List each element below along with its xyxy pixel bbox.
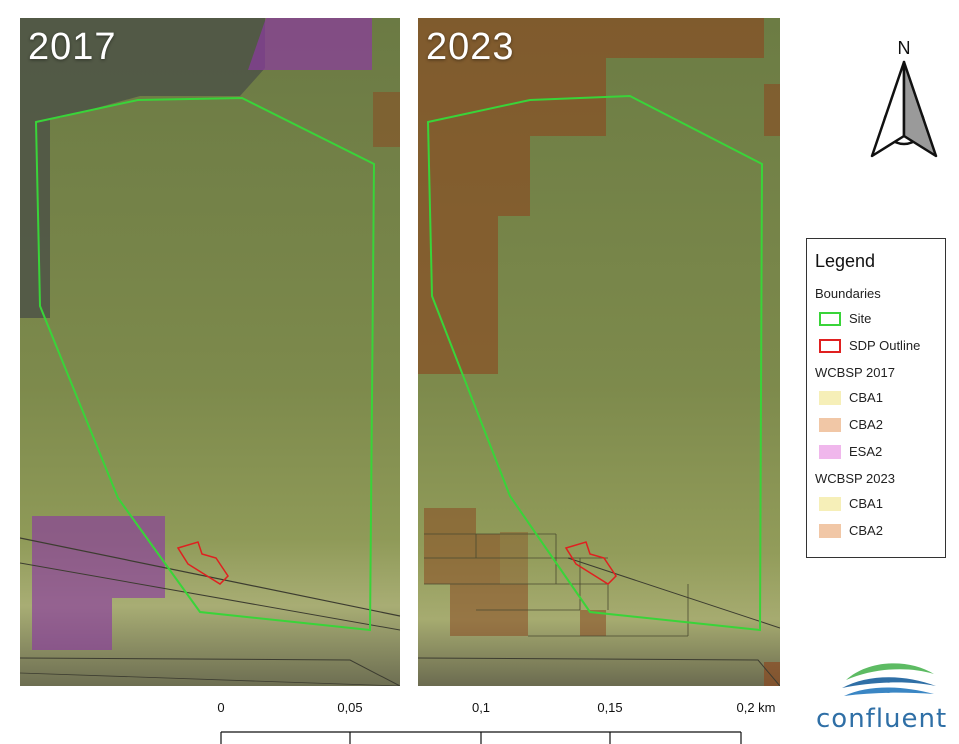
legend-entry-cba2-2017: CBA2: [815, 411, 937, 438]
map-legend: Legend Boundaries Site SDP Outline WCBSP…: [806, 238, 946, 558]
logo-text: confluent: [816, 704, 948, 734]
legend-entry-esa2-2017: ESA2: [815, 438, 937, 465]
cba2-polygon-top-left: [418, 18, 764, 374]
legend-swatch: [819, 496, 841, 511]
legend-swatch: [819, 417, 841, 432]
legend-label: CBA2: [849, 417, 883, 432]
legend-label: CBA2: [849, 523, 883, 538]
sdp-outline-2023: [564, 541, 617, 585]
legend-swatch: [819, 523, 841, 538]
legend-label: Site: [849, 311, 872, 326]
north-arrow: N: [862, 38, 946, 166]
scale-tick-label: 0,05: [337, 700, 363, 715]
legend-label: CBA1: [849, 390, 883, 405]
scale-tick-label: 0: [217, 700, 225, 715]
legend-swatch: [819, 390, 841, 405]
north-letter: N: [897, 38, 911, 58]
cba2-polygon-bottom-2: [580, 610, 606, 636]
legend-entry-cba1-2017: CBA1: [815, 384, 937, 411]
scale-bar-line: [220, 731, 742, 744]
legend-entry-site: Site: [815, 305, 937, 332]
confluent-logo: confluent: [808, 650, 958, 742]
year-label: 2023: [426, 26, 515, 68]
legend-group-title: WCBSP 2017: [815, 365, 895, 380]
scale-tick-label: 0,1: [471, 700, 491, 715]
site-boundary-2023: [426, 94, 764, 632]
map-2017-imagery: [20, 18, 400, 686]
legend-group-title: Boundaries: [815, 286, 881, 301]
legend-swatch: [819, 338, 841, 353]
dark-terrain-area: [20, 18, 265, 318]
year-label: 2017: [28, 26, 117, 68]
scale-tick-label: 0,2 km: [736, 700, 776, 715]
legend-title: Legend: [815, 251, 876, 271]
cba2-polygon-bottom-1: [424, 508, 528, 636]
legend-label: SDP Outline: [849, 338, 921, 353]
map-panel-2017: 2017: [20, 18, 400, 686]
legend-entry-cba2-2023: CBA2: [815, 517, 937, 544]
map-2023-imagery: [418, 18, 780, 686]
esa2-polygon-bottom: [32, 516, 165, 650]
legend-swatch: [819, 311, 841, 326]
scale-tick-label: 0,15: [597, 700, 623, 715]
north-arrow-icon: [870, 60, 938, 158]
legend-label: CBA1: [849, 496, 883, 511]
esa2-polygon-top: [248, 18, 372, 70]
scale-bar: 0 0,05 0,1 0,15 0,2 km: [200, 696, 790, 744]
legend-entry-sdp-outline: SDP Outline: [815, 332, 937, 359]
sdp-outline-2017: [176, 541, 229, 585]
cba2-polygon-right: [373, 92, 400, 147]
map-panel-2023: 2023: [418, 18, 780, 686]
legend-swatch: [819, 444, 841, 459]
legend-label: ESA2: [849, 444, 883, 459]
cba2-polygon-right: [764, 84, 780, 136]
logo-waves-icon: [842, 663, 936, 696]
legend-group-title: WCBSP 2023: [815, 471, 895, 486]
site-boundary-2017: [34, 96, 376, 632]
legend-entry-cba1-2023: CBA1: [815, 490, 937, 517]
